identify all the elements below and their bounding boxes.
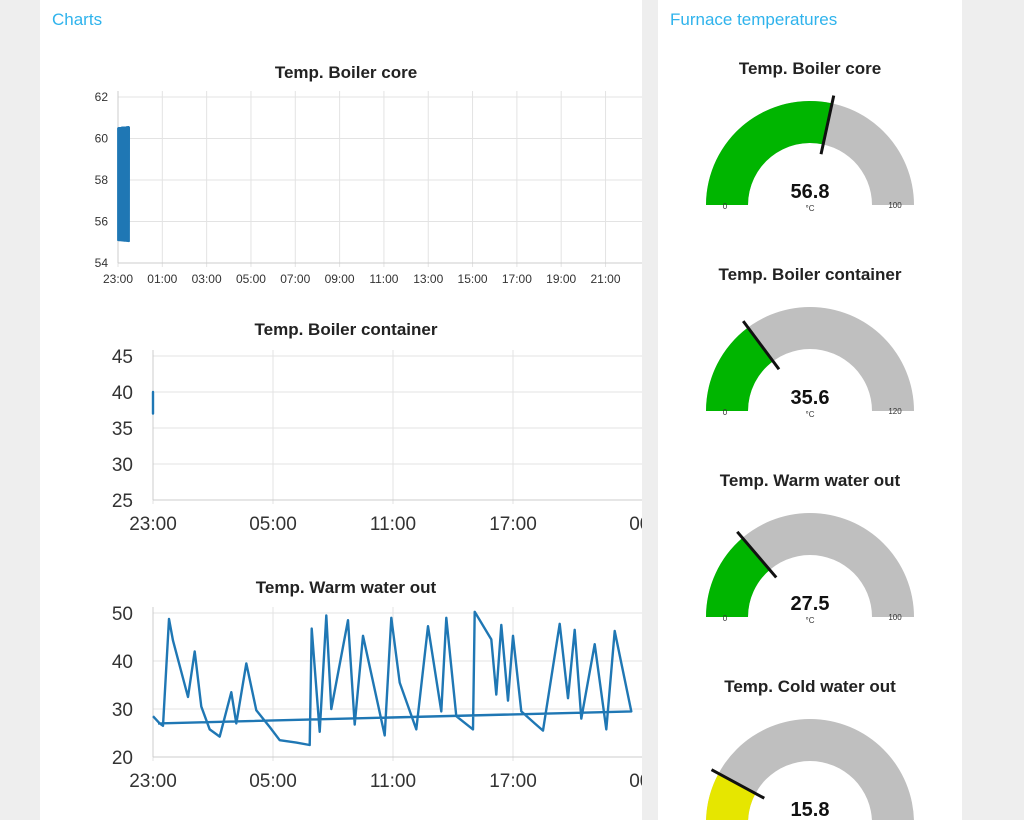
x-tick-label: 11:00 xyxy=(369,272,398,286)
gauge-title: Temp. Boiler container xyxy=(719,265,902,284)
charts-card: Charts Temp. Boiler core 54 56 58 60 62 23:00 0… xyxy=(40,0,642,820)
y-tick-label: 54 xyxy=(95,256,109,270)
gauge-fill xyxy=(706,327,774,411)
gauge-title: Temp. Cold water out xyxy=(724,677,896,696)
gauge-needle xyxy=(819,95,836,155)
gauge-track xyxy=(706,719,914,820)
gauge-value: 15.8 xyxy=(791,799,830,820)
x-tick-label: 05:00 xyxy=(249,771,297,792)
x-tick-label: 01:00 xyxy=(147,272,177,286)
gauges-card-title: Furnace temperatures xyxy=(670,10,838,29)
chart-1: Temp. Boiler core 54 56 58 60 62 23:00 01:00 03:… xyxy=(95,63,642,286)
chart-title: Temp. Boiler core xyxy=(275,63,417,82)
y-tick-label: 30 xyxy=(112,455,133,476)
gauges-card: Furnace temperatures Temp. Boiler core 56… xyxy=(658,0,962,820)
y-tick-label: 45 xyxy=(112,347,133,368)
y-tick-label: 56 xyxy=(95,215,109,229)
gauge-unit: °C xyxy=(806,410,815,419)
x-tick-label: 19:00 xyxy=(546,272,576,286)
x-tick-label: 07:00 xyxy=(280,272,310,286)
x-tick-label: 11:00 xyxy=(370,514,416,535)
y-tick-label: 60 xyxy=(95,132,109,146)
gauge-track xyxy=(706,513,914,617)
y-tick-label: 25 xyxy=(112,491,133,512)
gauge-value: 35.6 xyxy=(791,387,830,409)
gauge-track xyxy=(706,307,914,411)
gauge-title: Temp. Boiler core xyxy=(739,59,881,78)
chart-title: Temp. Warm water out xyxy=(256,578,437,597)
x-tick-label: 17:00 xyxy=(489,514,537,535)
x-tick-label: 09:00 xyxy=(325,272,355,286)
y-tick-label: 20 xyxy=(112,748,133,769)
x-tick-label: 23:00 xyxy=(103,272,133,286)
chart-2: Temp. Boiler container 25 30 35 40 45 23:00 05:… xyxy=(112,320,642,535)
y-tick-label: 58 xyxy=(95,173,109,187)
x-tick-label: 23:00 xyxy=(129,514,177,535)
gauge-needle xyxy=(710,768,765,800)
gauge-fill xyxy=(706,537,770,617)
x-tick-label: 00:00 xyxy=(629,514,642,535)
x-tick-label: 05:00 xyxy=(236,272,266,286)
y-tick-label: 35 xyxy=(112,419,133,440)
charts-area: Temp. Boiler core 54 56 58 60 62 23:00 01:00 03:… xyxy=(95,63,642,792)
x-tick-label: 17:00 xyxy=(489,771,537,792)
gauge-unit: °C xyxy=(806,616,815,625)
chart-3: Temp. Warm water out 20 30 40 50 23:00 05:00 11… xyxy=(112,578,642,792)
gauge-min-label: 0 xyxy=(723,202,728,211)
y-tick-label: 50 xyxy=(112,604,133,625)
gauge-value: 56.8 xyxy=(791,181,830,203)
x-tick-label: 13:00 xyxy=(413,272,443,286)
gauge-max-label: 120 xyxy=(888,407,902,416)
x-tick-label: 21:00 xyxy=(591,272,621,286)
series-line xyxy=(152,610,633,747)
gauge-value: 27.5 xyxy=(791,593,830,615)
y-tick-label: 62 xyxy=(95,90,109,104)
x-tick-label: 03:00 xyxy=(192,272,222,286)
gauge-fill xyxy=(706,773,756,820)
gauge-min-label: 0 xyxy=(723,408,728,417)
x-tick-label: 23:00 xyxy=(129,771,177,792)
gauge-3: Temp. Warm water out 27.5°C 0 100 xyxy=(706,471,914,625)
gauge-fill xyxy=(706,100,833,205)
gauge-unit: °C xyxy=(806,204,815,213)
y-tick-label: 40 xyxy=(112,383,133,404)
chart-title: Temp. Boiler container xyxy=(255,320,438,339)
gauge-needle xyxy=(736,530,778,579)
gauge-needle xyxy=(742,320,781,371)
gauge-2: Temp. Boiler container 35.6°C 0 120 xyxy=(706,265,914,419)
gauge-4: Temp. Cold water out 15.8 xyxy=(706,677,914,820)
x-tick-label: 11:00 xyxy=(370,771,416,792)
gauge-1: Temp. Boiler core 56.8°C 0 100 xyxy=(706,59,914,213)
y-tick-label: 30 xyxy=(112,700,133,721)
x-tick-label: 05:00 xyxy=(249,514,297,535)
y-tick-label: 40 xyxy=(112,652,133,673)
x-tick-label: 15:00 xyxy=(458,272,488,286)
x-tick-label: 00:00 xyxy=(629,771,642,792)
x-tick-label: 17:00 xyxy=(502,272,532,286)
charts-card-title: Charts xyxy=(52,10,103,29)
gauge-min-label: 0 xyxy=(723,614,728,623)
gauge-max-label: 100 xyxy=(888,201,902,210)
gauge-max-label: 100 xyxy=(888,613,902,622)
gauge-title: Temp. Warm water out xyxy=(720,471,901,490)
series-line xyxy=(117,126,130,243)
